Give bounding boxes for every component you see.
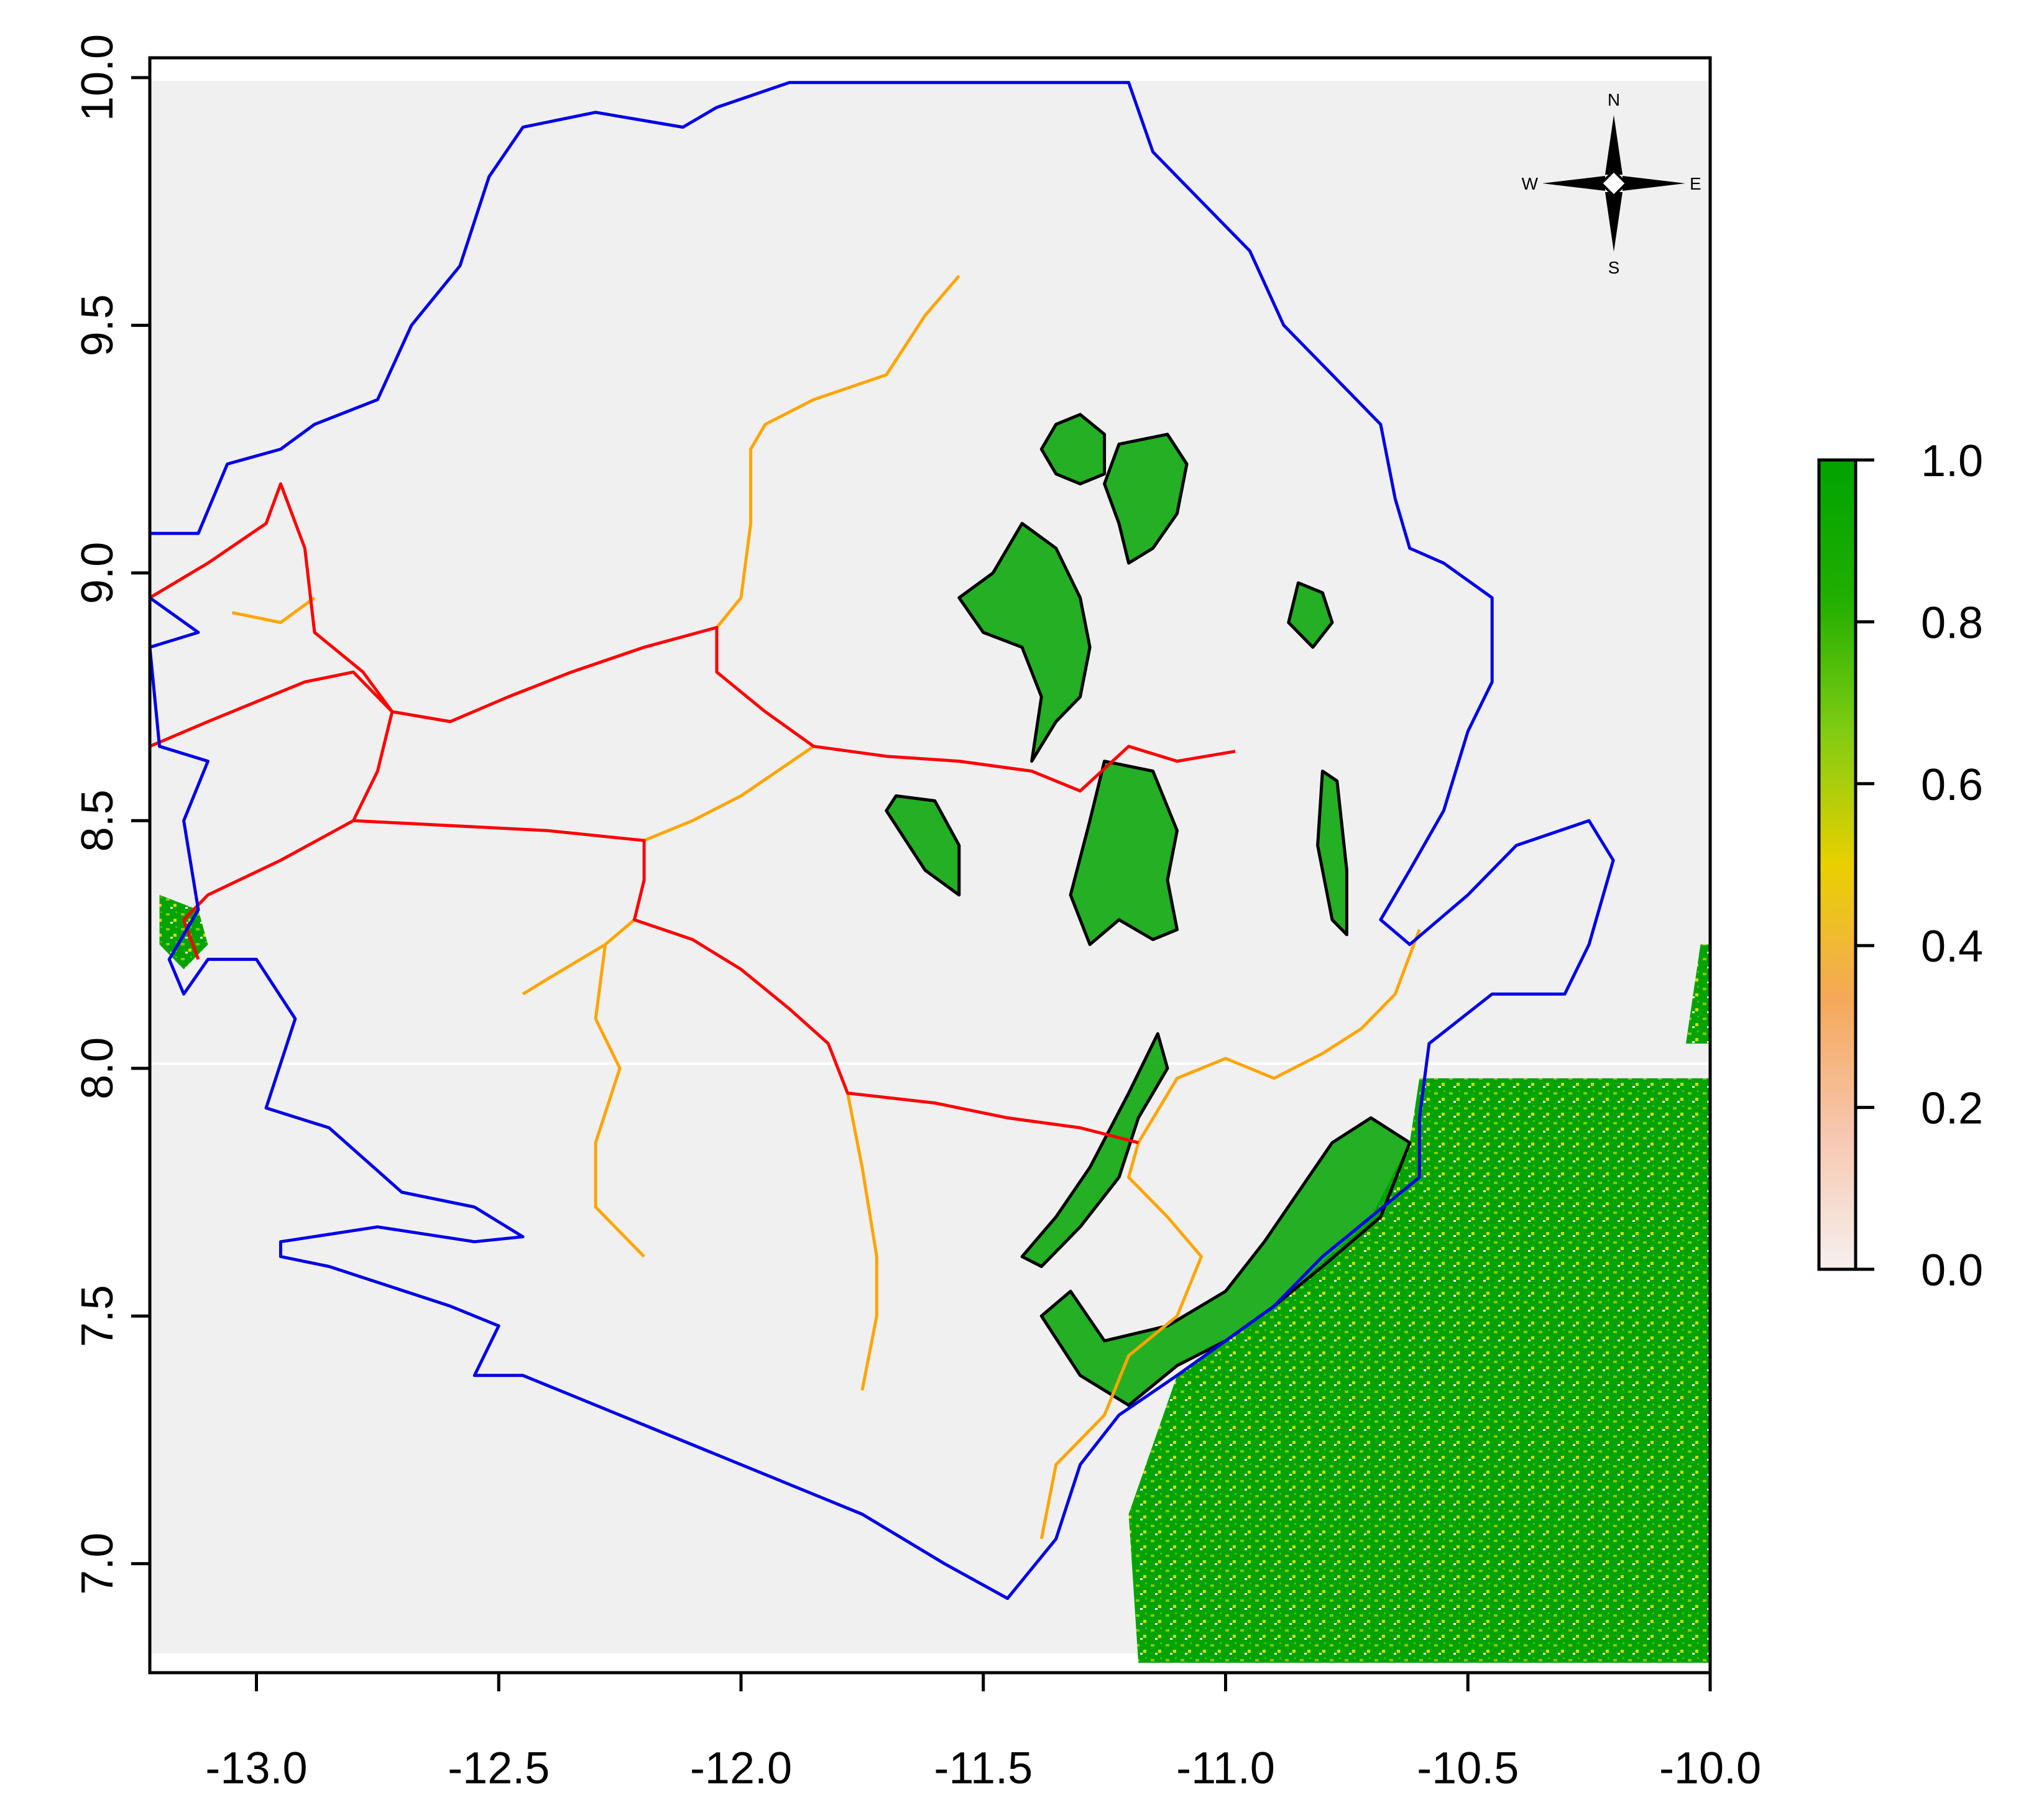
y-tick-label: 7.5: [73, 1285, 122, 1347]
north-arrow-center: [1600, 169, 1628, 198]
colorbar-tick-label: 0.0: [1921, 1246, 1983, 1295]
colorbar-axis: 0.0 0.2 0.4 0.6 0.8 1.0: [1856, 436, 1983, 1295]
north-arrow-s-point: [1605, 192, 1623, 252]
major-road: [150, 670, 394, 748]
forest-reserve: [1316, 770, 1348, 937]
x-tick-label: -10.5: [1417, 1744, 1519, 1793]
minor-road: [643, 745, 815, 842]
x-tick-label: -10.0: [1659, 1744, 1761, 1793]
colorbar-ramp: [1817, 458, 1858, 1271]
north-arrow-n-point: [1605, 115, 1623, 175]
x-tick-label: -11.0: [1176, 1744, 1275, 1793]
colorbar-tick-label: 0.4: [1921, 922, 1983, 972]
country-border-layer: [150, 81, 1615, 1600]
y-tick-label: 8.5: [73, 789, 122, 852]
minor-road: [232, 596, 316, 624]
compass-south-label: S: [1608, 258, 1620, 277]
north-arrow-e-point: [1623, 176, 1685, 191]
colorbar: 0.0 0.2 0.4 0.6 0.8 1.0: [1817, 436, 1983, 1295]
forest-reserve: [1103, 433, 1189, 565]
compass-west-label: W: [1522, 174, 1539, 193]
forest-reserve-layer: [885, 413, 1412, 1407]
x-tick-label: -12.5: [448, 1744, 550, 1793]
colorbar-tick-label: 0.2: [1921, 1084, 1983, 1134]
minor-road: [716, 275, 960, 629]
country-border: [150, 81, 1615, 1600]
colorbar-tick-label: 0.6: [1921, 760, 1983, 810]
minor-road: [1137, 929, 1421, 1144]
x-tick-label: -13.0: [205, 1744, 307, 1793]
colorbar-tick-label: 0.8: [1921, 598, 1983, 648]
y-tick-label: 9.0: [73, 542, 122, 604]
y-tick-label: 7.0: [73, 1533, 122, 1595]
major-road: [182, 711, 394, 960]
x-axis: -13.0 -12.5 -12.0 -11.5 -11.0 -10.5 -10.0: [205, 1671, 1761, 1793]
y-tick-label: 9.5: [73, 294, 122, 356]
y-tick-label: 8.0: [73, 1037, 122, 1100]
major-road: [150, 482, 1236, 793]
x-tick-label: -12.0: [690, 1744, 792, 1793]
y-axis: 7.0 7.5 8.0 8.5 9.0 9.5 10.0: [73, 34, 152, 1595]
major-road: [353, 819, 1139, 1144]
north-arrow-w-point: [1542, 176, 1605, 191]
compass-north-label: N: [1608, 90, 1620, 109]
forest-patch: [1686, 944, 1710, 1044]
north-arrow: N S E W: [1522, 90, 1701, 277]
minor-road: [522, 918, 636, 996]
colorbar-tick-label: 1.0: [1921, 436, 1983, 486]
forest-reserve: [1069, 760, 1179, 946]
minor-road: [1039, 1142, 1203, 1540]
forest-reserve: [957, 522, 1092, 763]
forest-reserve: [885, 794, 961, 897]
minor-road: [594, 944, 645, 1258]
forest-reserve: [1039, 413, 1107, 485]
forest-reserve: [1287, 581, 1334, 649]
plot-area: [148, 56, 1712, 1675]
major-road-layer: [150, 482, 1236, 1144]
y-tick-label: 10.0: [73, 34, 122, 121]
minor-road: [846, 1093, 878, 1391]
forest-patch: [1128, 1078, 1710, 1663]
forest-reserve: [1039, 1116, 1412, 1407]
forest-reserve: [1020, 1032, 1169, 1268]
compass-east-label: E: [1690, 174, 1701, 193]
x-tick-label: -11.5: [934, 1744, 1033, 1793]
minor-road-layer: [232, 275, 1421, 1540]
